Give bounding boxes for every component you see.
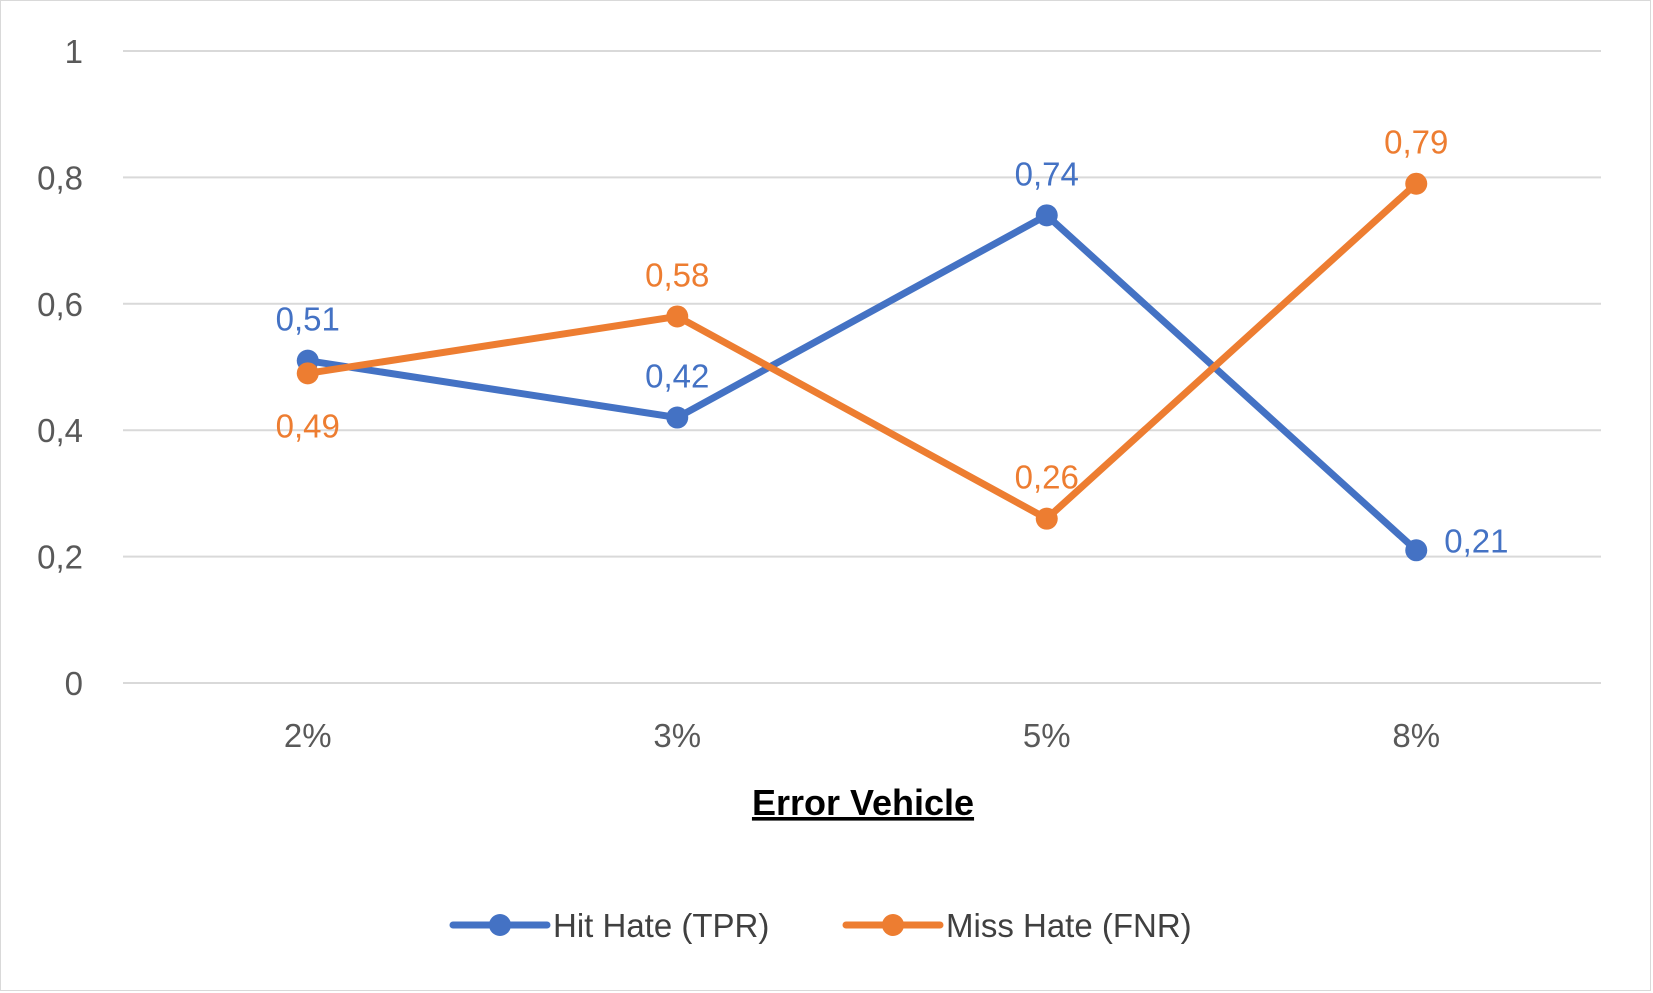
- data-label: 0,26: [1015, 459, 1079, 496]
- legend-marker: [882, 914, 904, 936]
- legend: Hit Hate (TPR) Miss Hate (FNR): [449, 907, 1192, 944]
- data-label: 0,74: [1015, 155, 1079, 192]
- series-line: [304, 211, 1420, 554]
- data-point: [666, 406, 689, 429]
- legend-label: Hit Hate (TPR): [553, 907, 769, 944]
- legend-label: Miss Hate (FNR): [946, 907, 1192, 944]
- data-point: [1035, 507, 1058, 530]
- y-axis-ticks: 0 0,2 0,4 0,6 0,8 1: [37, 33, 83, 702]
- y-tick-label: 1: [65, 33, 83, 70]
- gridlines: [123, 50, 1601, 684]
- x-tick-label: 5%: [1023, 717, 1071, 754]
- series-lines: [296, 172, 1428, 562]
- y-tick-label: 0: [65, 665, 83, 702]
- data-point: [1405, 172, 1428, 195]
- series-hit-hate-tpr: [296, 204, 1428, 562]
- legend-marker: [489, 914, 511, 936]
- y-tick-label: 0,8: [37, 159, 83, 196]
- data-labels: 0,51 0,42 0,74 0,21 0,49 0,58 0,26 0,79: [276, 124, 1509, 560]
- x-tick-label: 3%: [653, 717, 701, 754]
- series-line: [304, 180, 1420, 523]
- x-axis-ticks: 2% 3% 5% 8%: [284, 717, 1440, 754]
- data-point: [1035, 204, 1058, 227]
- y-tick-label: 0,6: [37, 286, 83, 323]
- data-label: 0,51: [276, 301, 340, 338]
- x-tick-label: 2%: [284, 717, 332, 754]
- data-point: [296, 362, 319, 385]
- legend-item: Miss Hate (FNR): [842, 907, 1192, 944]
- x-axis-title: Error Vehicle: [752, 782, 974, 823]
- data-point: [666, 305, 689, 328]
- y-tick-label: 0,2: [37, 539, 83, 576]
- data-label: 0,58: [645, 256, 709, 293]
- series-miss-hate-fnr: [296, 172, 1428, 530]
- data-label: 0,49: [276, 407, 340, 444]
- data-label: 0,42: [645, 358, 709, 395]
- data-label: 0,21: [1444, 522, 1508, 559]
- y-tick-label: 0,4: [37, 412, 83, 449]
- data-label: 0,79: [1384, 124, 1448, 161]
- x-tick-label: 8%: [1392, 717, 1440, 754]
- data-point: [1405, 539, 1428, 562]
- legend-item: Hit Hate (TPR): [449, 907, 769, 944]
